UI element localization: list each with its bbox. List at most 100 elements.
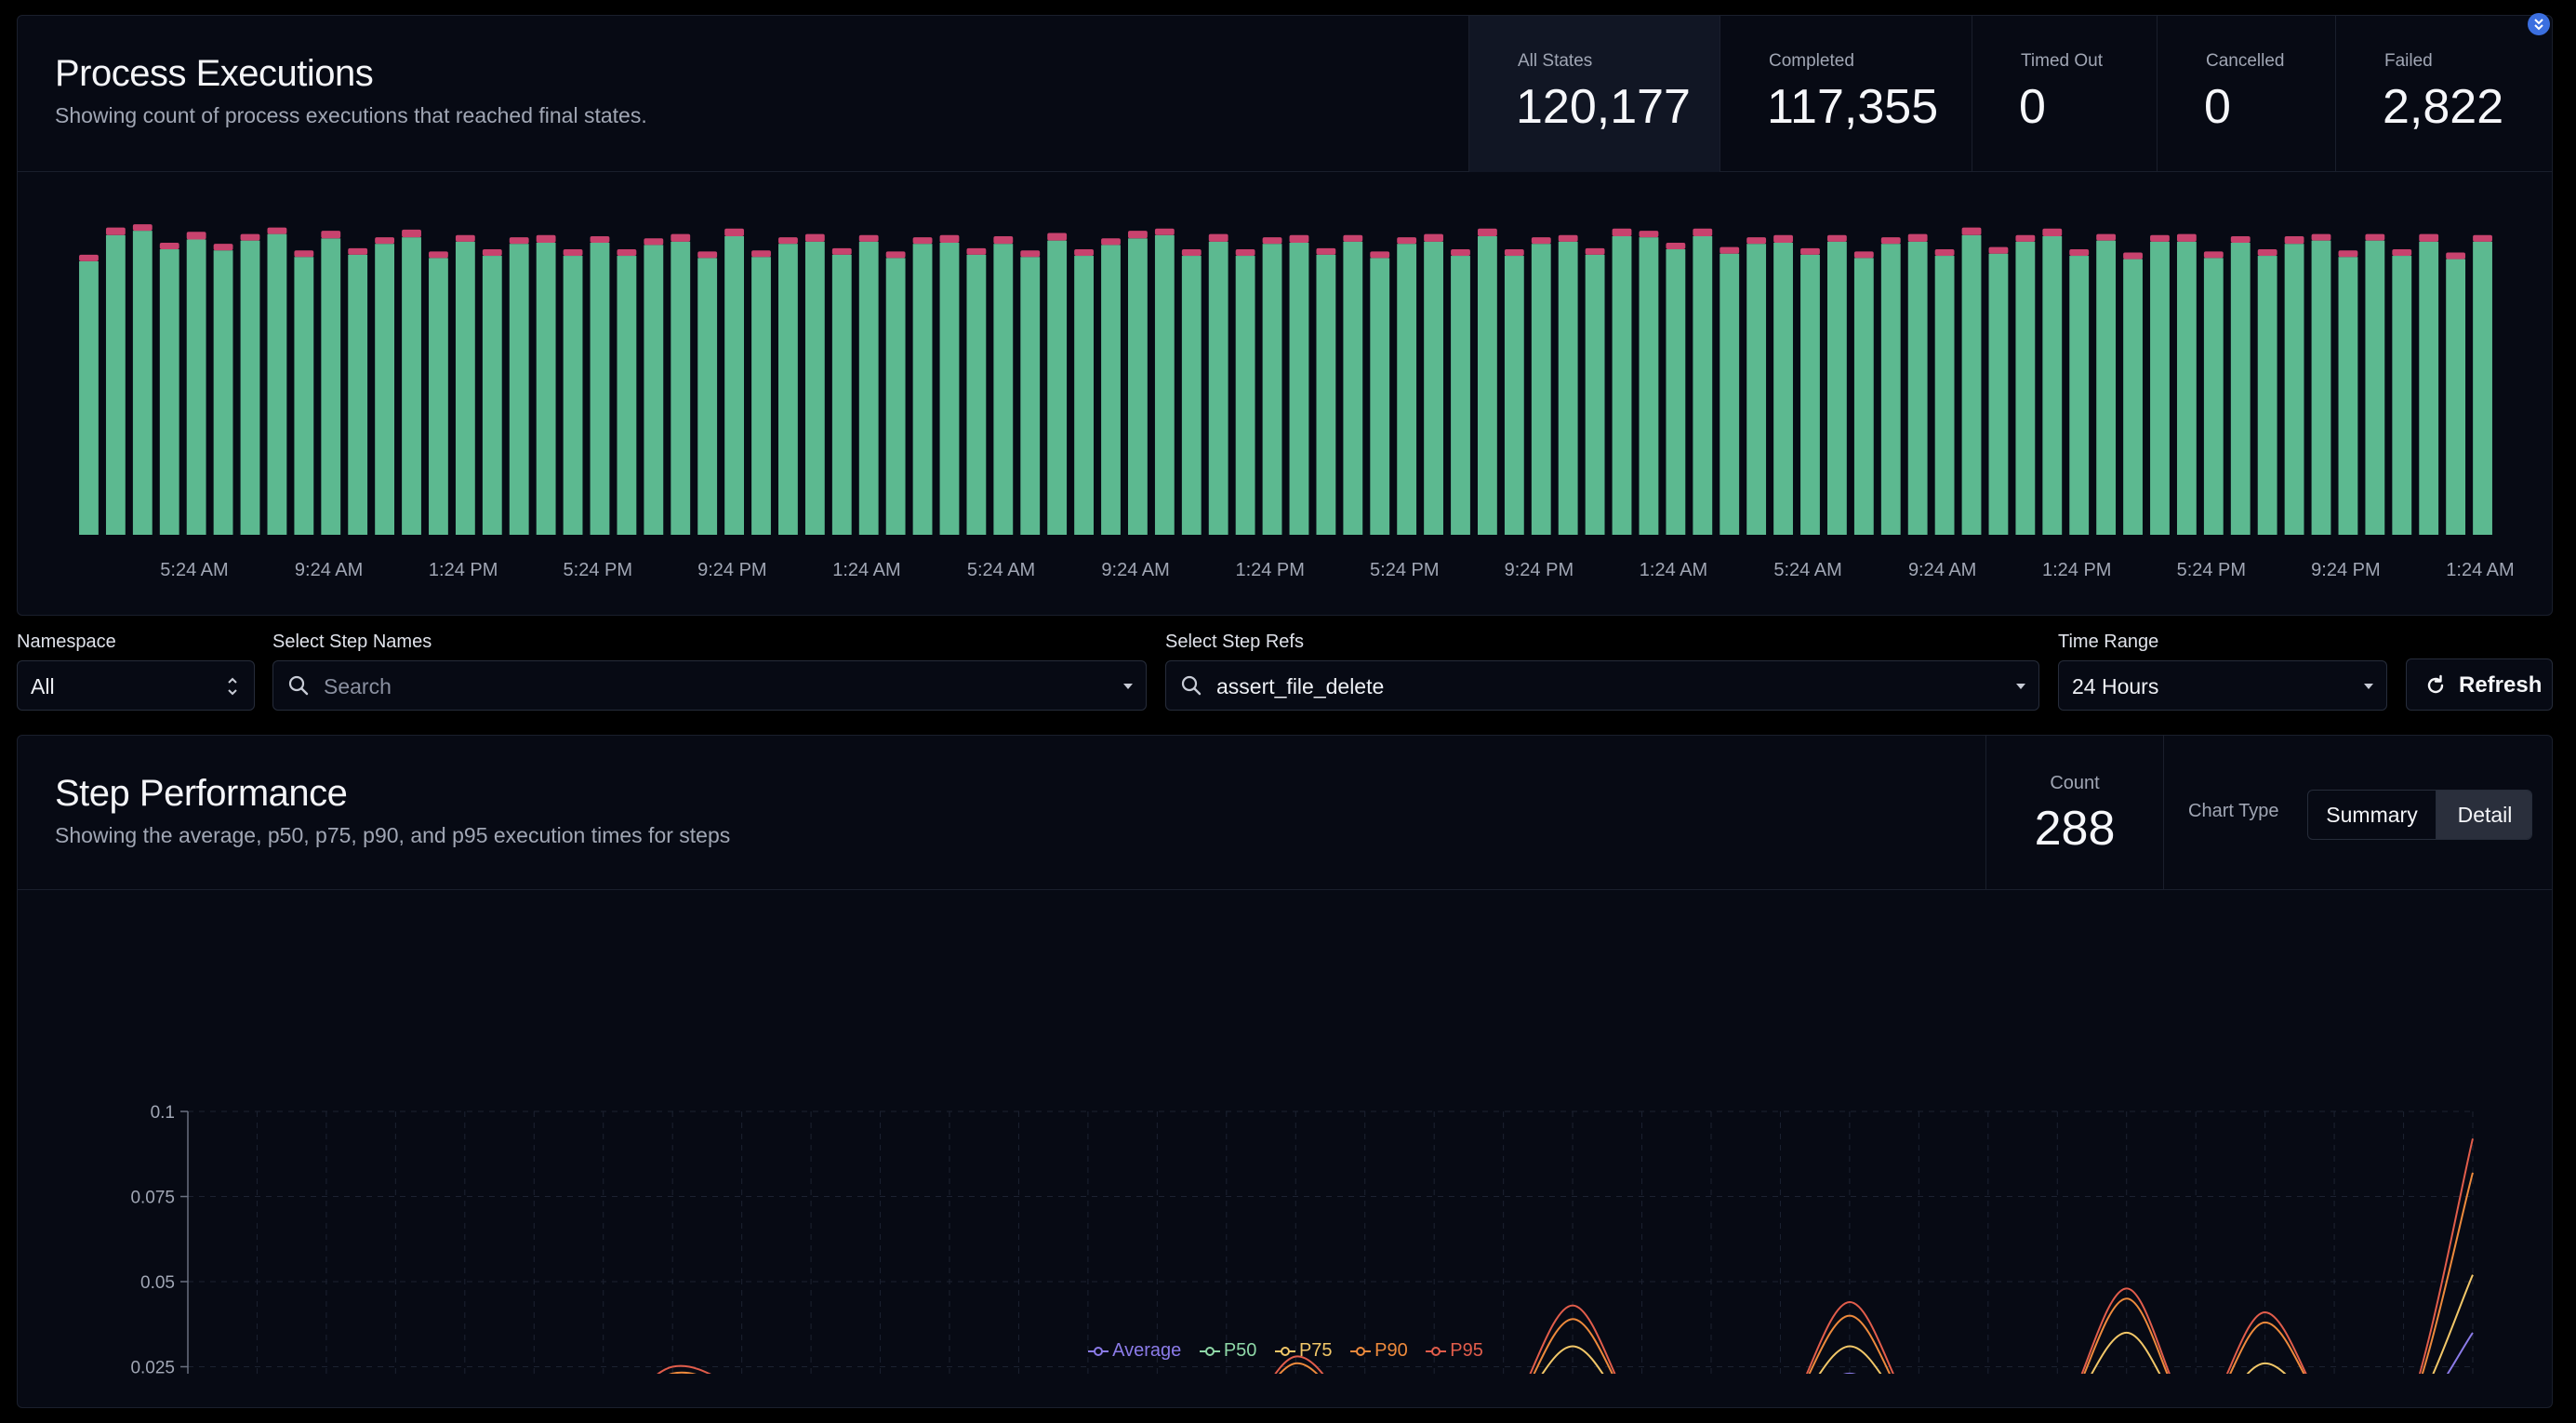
bar-completed <box>2203 258 2224 535</box>
bar-completed <box>1585 254 1605 535</box>
bar-failed <box>1101 238 1121 246</box>
y-tick-label: 0.075 <box>130 1189 175 1208</box>
chart-legend: Average P50 P75 P90 P95 <box>18 1340 2552 1362</box>
x-tick-label: 5:24 AM <box>1773 560 1841 580</box>
bar-failed <box>912 237 933 245</box>
bar-failed <box>644 238 664 246</box>
bar-failed <box>267 227 287 234</box>
bar-completed <box>321 238 341 535</box>
bar-failed <box>2257 249 2277 257</box>
bar-failed <box>751 250 771 258</box>
bar-failed <box>939 234 960 243</box>
bar-completed <box>885 258 906 535</box>
bar-completed <box>1934 256 1955 535</box>
caret-down-icon <box>2364 684 2373 689</box>
stat-failed[interactable]: Failed 2,822 <box>2335 16 2552 172</box>
bar-failed <box>455 234 475 242</box>
bar-failed <box>1504 249 1524 257</box>
bar-failed <box>375 237 395 245</box>
bar-failed <box>1693 228 1713 236</box>
bar-completed <box>1128 238 1148 535</box>
bar-failed <box>294 250 314 258</box>
chart-type-detail-button[interactable]: Detail <box>2437 791 2531 839</box>
bar-completed <box>1800 254 1820 535</box>
stat-value: 0 <box>2019 80 2046 134</box>
legend-item-average[interactable]: Average <box>1088 1340 1181 1362</box>
stat-all-states[interactable]: All States 120,177 <box>1468 16 1720 172</box>
bar-failed <box>1074 249 1094 257</box>
collapse-chevrons-icon[interactable] <box>2528 13 2550 35</box>
legend-label: P50 <box>1223 1340 1257 1361</box>
bar-failed <box>186 232 206 240</box>
x-tick-label: 1:24 AM <box>1640 560 1707 580</box>
bar-failed <box>213 244 233 251</box>
legend-label: P75 <box>1298 1340 1333 1361</box>
bar-failed <box>79 254 99 261</box>
bar-failed <box>1424 233 1443 242</box>
time-range-label: Time Range <box>2058 632 2159 652</box>
bar-completed <box>1235 256 1255 535</box>
bar-failed <box>1451 249 1470 257</box>
bar-completed <box>1907 241 1928 535</box>
bar-completed <box>267 233 287 535</box>
bar-completed <box>509 244 529 535</box>
count-stat: Count 288 <box>1985 736 2164 890</box>
legend-item-p90[interactable]: P90 <box>1350 1340 1408 1362</box>
step-names-label: Select Step Names <box>272 632 432 652</box>
bar-failed <box>858 234 879 242</box>
bar-completed <box>455 241 475 535</box>
bar-completed <box>617 256 637 535</box>
bar-completed <box>751 257 771 535</box>
bar-completed <box>939 242 960 535</box>
step-names-select[interactable]: Search <box>272 660 1147 711</box>
bar-completed <box>858 241 879 535</box>
bar-failed <box>590 235 610 243</box>
bar-completed <box>563 256 583 535</box>
legend-item-p50[interactable]: P50 <box>1199 1340 1257 1362</box>
bar-failed <box>2015 234 2036 242</box>
x-tick-label: 5:24 PM <box>2177 560 2246 580</box>
caret-down-icon <box>2016 684 2025 689</box>
bar-failed <box>2096 233 2117 241</box>
bar-completed <box>804 241 825 535</box>
time-range-select[interactable]: 24 Hours <box>2058 660 2387 711</box>
bar-failed <box>2176 233 2197 242</box>
bar-completed <box>1074 256 1094 535</box>
bar-failed <box>2365 233 2385 241</box>
x-tick-label: 1:24 AM <box>2446 560 2514 580</box>
bar-failed <box>697 251 718 259</box>
x-tick-label: 9:24 AM <box>1908 560 1976 580</box>
bar-completed <box>240 240 260 535</box>
x-tick-label: 1:24 AM <box>832 560 900 580</box>
bar-completed <box>671 241 691 535</box>
namespace-select[interactable]: All <box>17 660 255 711</box>
bar-failed <box>2473 234 2492 242</box>
stat-cancelled[interactable]: Cancelled 0 <box>2157 16 2335 172</box>
step-refs-select[interactable]: assert_file_delete <box>1165 660 2039 711</box>
x-tick-label: 5:24 AM <box>160 560 228 580</box>
bar-failed <box>1934 249 1955 257</box>
stat-completed[interactable]: Completed 117,355 <box>1720 16 1972 172</box>
legend-item-p95[interactable]: P95 <box>1426 1340 1483 1362</box>
stat-label: Cancelled <box>2206 51 2285 71</box>
bar-completed <box>1370 258 1390 535</box>
legend-item-p75[interactable]: P75 <box>1274 1340 1333 1362</box>
bar-failed <box>804 233 825 242</box>
bar-failed <box>2311 233 2331 241</box>
stat-timed-out[interactable]: Timed Out 0 <box>1972 16 2157 172</box>
bar-completed <box>1880 244 1901 535</box>
series-line-p95 <box>657 1138 2474 1374</box>
bar-completed <box>912 244 933 535</box>
stat-label: All States <box>1518 51 1593 71</box>
bar-completed <box>2069 256 2090 535</box>
bar-completed <box>1773 242 1793 535</box>
bar-completed <box>1451 256 1470 535</box>
bar-failed <box>671 233 691 242</box>
bar-completed <box>536 242 556 535</box>
chart-type-summary-button[interactable]: Summary <box>2308 791 2437 839</box>
bar-completed <box>375 244 395 535</box>
bar-completed <box>2419 241 2439 535</box>
refresh-button[interactable]: Refresh <box>2406 658 2553 711</box>
bar-failed <box>1478 228 1497 236</box>
chart-type-toggle: Summary Detail <box>2307 790 2532 840</box>
